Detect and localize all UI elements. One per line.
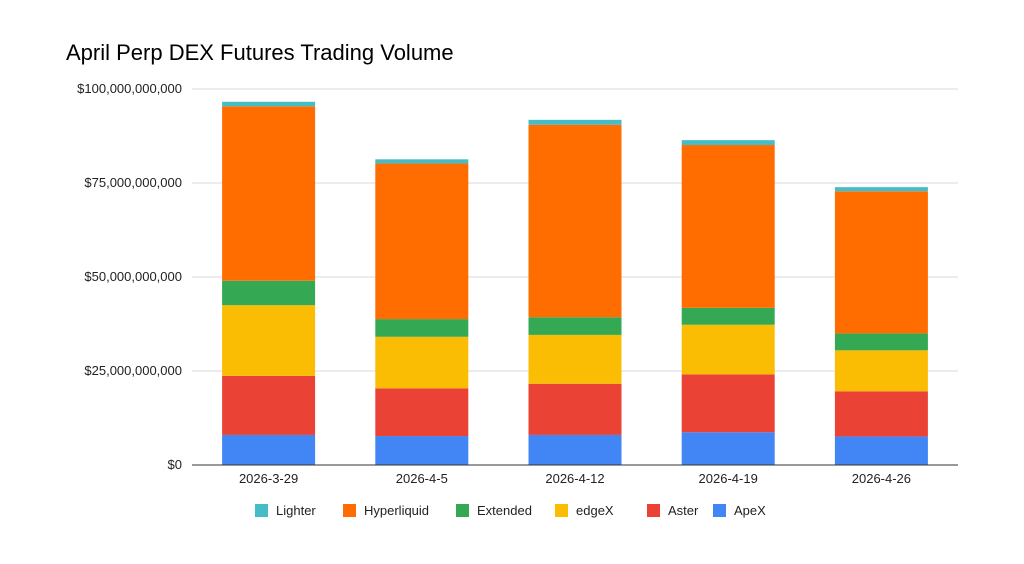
x-tick-label: 2026-4-19 xyxy=(699,471,758,486)
bar-segment-apex xyxy=(528,434,622,465)
legend-swatch-apex xyxy=(713,504,726,517)
legend-swatch-aster xyxy=(647,504,660,517)
bar-segment-aster xyxy=(834,391,928,437)
bar-segment-edgex xyxy=(681,324,775,375)
bar-segment-lighter xyxy=(681,140,775,146)
bar-segment-apex xyxy=(834,436,928,465)
legend-swatch-lighter xyxy=(255,504,268,517)
bar-segment-hyperliquid xyxy=(375,163,469,320)
legend: Lighter Hyperliquid Extended edgeX Aster ApeX xyxy=(255,503,766,518)
bar-segment-lighter xyxy=(375,159,469,164)
legend-label-hyperliquid: Hyperliquid xyxy=(364,503,429,518)
x-tick-label: 2026-4-12 xyxy=(545,471,604,486)
x-axis-ticks: 2026-3-29 2026-4-5 2026-4-12 2026-4-19 2026-… xyxy=(239,471,911,486)
legend-label-apex: ApeX xyxy=(734,503,766,518)
legend-swatch-edgex xyxy=(555,504,568,517)
bar-segment-hyperliquid xyxy=(681,145,775,308)
bar-segment-edgex xyxy=(528,334,622,384)
legend-label-lighter: Lighter xyxy=(276,503,316,518)
bar-segment-lighter xyxy=(222,101,316,107)
y-tick-label: $0 xyxy=(168,457,182,472)
bar-segment-apex xyxy=(222,434,316,465)
bar-segment-extended xyxy=(528,317,622,335)
y-axis-ticks: $0 $25,000,000,000 $50,000,000,000 $75,000,… xyxy=(77,81,182,472)
bar-segment-aster xyxy=(375,388,469,437)
bar-segment-extended xyxy=(375,319,469,337)
bar-segment-edgex xyxy=(375,336,469,389)
y-tick-label: $100,000,000,000 xyxy=(77,81,182,96)
bar-segment-edgex xyxy=(834,350,928,392)
x-tick-label: 2026-4-5 xyxy=(396,471,448,486)
bar-segment-apex xyxy=(681,432,775,465)
bar-segment-edgex xyxy=(222,305,316,376)
x-tick-label: 2026-3-29 xyxy=(239,471,298,486)
bar-segment-extended xyxy=(834,333,928,351)
legend-swatch-hyperliquid xyxy=(343,504,356,517)
chart-title: April Perp DEX Futures Trading Volume xyxy=(66,40,454,65)
bar-segment-hyperliquid xyxy=(834,191,928,334)
bar-segment-aster xyxy=(681,374,775,433)
legend-label-edgex: edgeX xyxy=(576,503,614,518)
legend-label-aster: Aster xyxy=(668,503,699,518)
y-tick-label: $50,000,000,000 xyxy=(84,269,182,284)
bar-segment-aster xyxy=(528,383,622,435)
bar-segment-apex xyxy=(375,436,469,465)
legend-label-extended: Extended xyxy=(477,503,532,518)
bars xyxy=(222,101,928,465)
legend-swatch-extended xyxy=(456,504,469,517)
y-tick-label: $75,000,000,000 xyxy=(84,175,182,190)
bar-segment-extended xyxy=(681,307,775,325)
bar-segment-aster xyxy=(222,375,316,435)
bar-segment-hyperliquid xyxy=(528,124,622,318)
y-tick-label: $25,000,000,000 xyxy=(84,363,182,378)
bar-segment-hyperliquid xyxy=(222,106,316,281)
bar-segment-lighter xyxy=(528,119,622,125)
bar-segment-lighter xyxy=(834,187,928,192)
x-tick-label: 2026-4-26 xyxy=(852,471,911,486)
bar-segment-extended xyxy=(222,280,316,306)
